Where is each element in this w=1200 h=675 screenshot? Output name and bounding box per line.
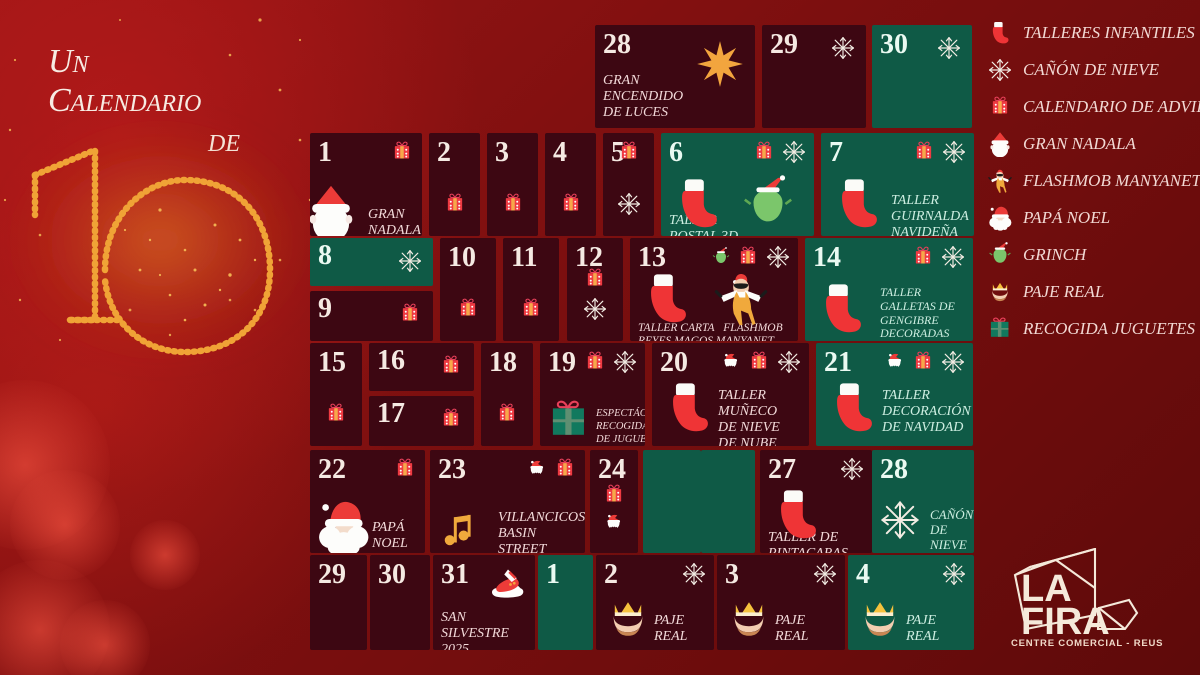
svg-text:FIRA: FIRA xyxy=(1021,601,1110,643)
svg-text:CENTRE COMERCIAL - REUS: CENTRE COMERCIAL - REUS xyxy=(1011,638,1163,648)
